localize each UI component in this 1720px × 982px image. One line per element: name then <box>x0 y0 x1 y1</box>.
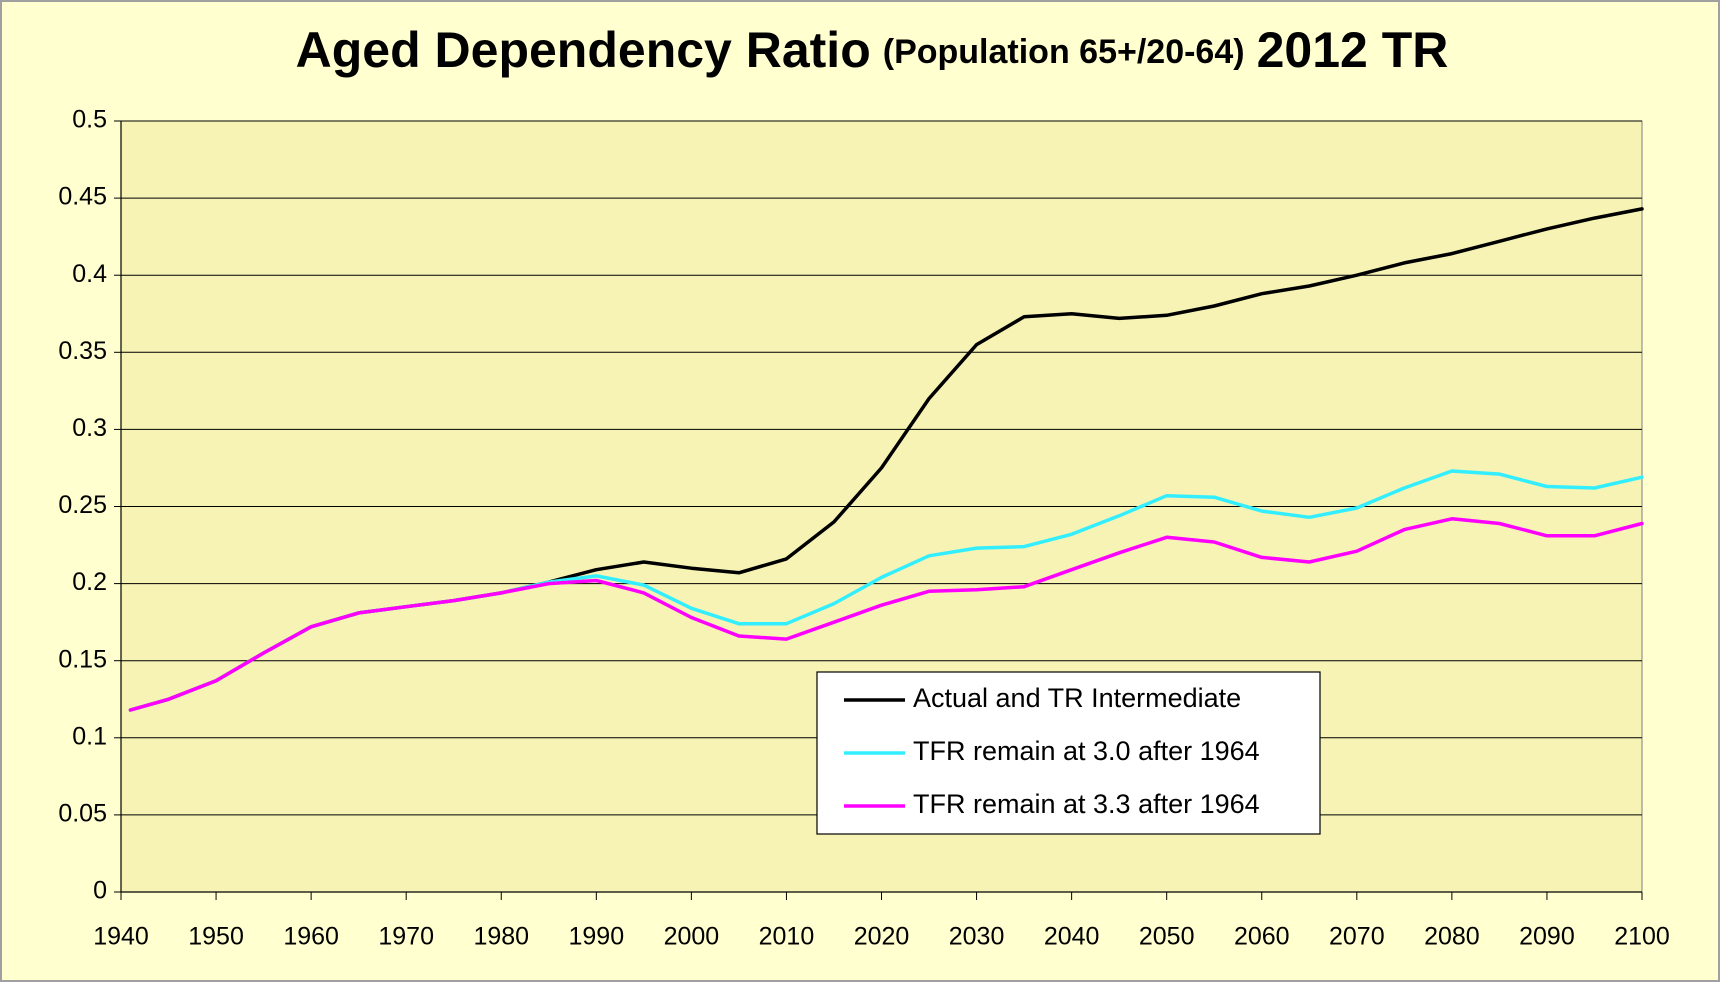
x-tick-label: 1990 <box>569 923 625 951</box>
x-tick-label: 2060 <box>1234 923 1290 951</box>
y-tick-label: 0.25 <box>58 491 107 519</box>
x-tick-label: 2030 <box>949 923 1005 951</box>
y-tick-label: 0.1 <box>72 722 107 750</box>
y-tick-label: 0 <box>93 877 107 905</box>
legend: Actual and TR Intermediate TFR remain at … <box>816 671 1321 835</box>
x-tick-label: 2080 <box>1424 923 1480 951</box>
x-tick-label: 2050 <box>1139 923 1195 951</box>
series-line <box>128 517 1644 712</box>
x-tick-label: 1960 <box>283 923 339 951</box>
title-tail: 2012 TR <box>1257 22 1449 78</box>
x-tick-label: 1940 <box>93 923 149 951</box>
x-tick-label: 1980 <box>473 923 529 951</box>
x-tick-label: 2040 <box>1044 923 1100 951</box>
x-tick-label: 1950 <box>188 923 244 951</box>
title-sub: (Population 65+/20-64) <box>883 33 1245 71</box>
y-tick-label: 0.4 <box>72 260 107 288</box>
y-tick-label: 0.45 <box>58 183 107 211</box>
chart-title: Aged Dependency Ratio (Population 65+/20-… <box>296 22 1449 78</box>
y-tick-label: 0.3 <box>72 414 107 442</box>
legend-label: TFR remain at 3.0 after 1964 <box>913 736 1260 766</box>
y-tick-label: 0.35 <box>58 337 107 365</box>
y-tick-label: 0.2 <box>72 568 107 596</box>
title-main: Aged Dependency Ratio <box>296 22 871 78</box>
lines <box>128 207 1644 712</box>
x-tick-label: 1970 <box>378 923 434 951</box>
x-tick-label: 2100 <box>1614 923 1670 951</box>
x-tick-label: 2000 <box>664 923 720 951</box>
y-tick-label: 0.5 <box>72 106 107 134</box>
x-tick-label: 2070 <box>1329 923 1385 951</box>
y-tick-label: 0.05 <box>58 800 107 828</box>
y-tick-label: 0.15 <box>58 645 107 673</box>
x-tick-label: 2020 <box>854 923 910 951</box>
legend-label: Actual and TR Intermediate <box>913 683 1241 713</box>
legend-label: TFR remain at 3.3 after 1964 <box>913 789 1260 819</box>
x-tick-label: 2090 <box>1519 923 1575 951</box>
x-tick-label: 2010 <box>759 923 815 951</box>
